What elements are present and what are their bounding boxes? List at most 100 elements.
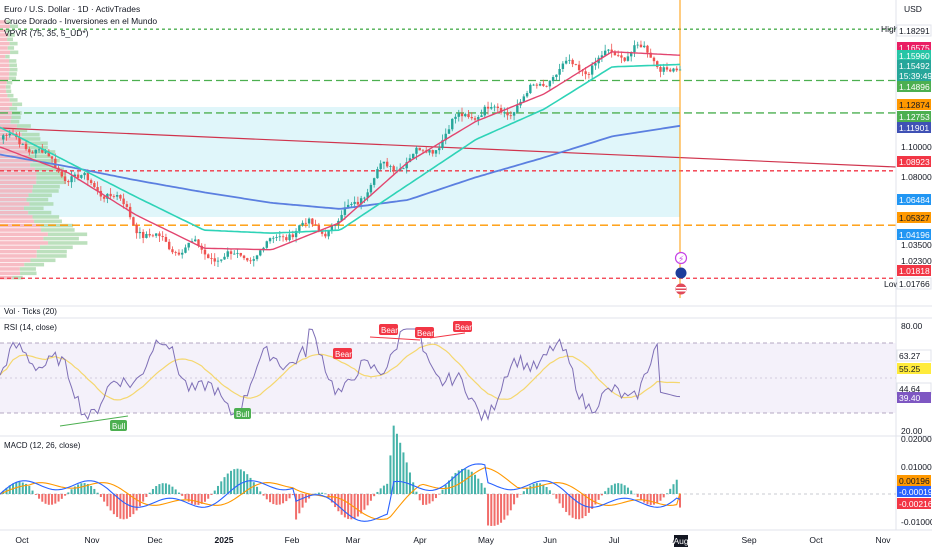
candle-body [229,251,233,254]
candle-body [265,241,268,248]
rsi-pane-title: RSI (14, close) [4,323,57,332]
candle-body [272,237,275,239]
macd-hist-bar [636,494,639,498]
macd-hist-bar [662,494,665,498]
candle-body [164,237,168,242]
candle-body [31,152,34,154]
macd-hist-bar [246,474,249,494]
candle-body [242,255,246,259]
macd-hist-bar [54,494,57,504]
macd-hist-bar [262,494,265,496]
volume-profile-bar-down [0,63,10,68]
macd-histogram [0,425,681,526]
candle-body [363,197,366,199]
indicator-label-golden-cross: Cruce Dorado - Inversiones en el Mundo [4,16,157,26]
macd-hist-bar [574,494,577,520]
macd-hist-bar [278,494,281,505]
time-axis[interactable]: Oct Nov Dec 2025 Feb Mar Apr May Jun Jul Aug Sep Oct… [15,535,891,547]
volume-profile-bar-down [0,223,41,228]
volume-profile-bar-down [0,54,6,59]
volume-profile-bar-up [9,67,18,72]
candle-body [47,151,51,157]
candle-body [63,176,67,181]
candle-body [67,180,70,183]
candle-body [506,112,509,116]
volume-profile-bar-down [0,189,33,193]
candle-body [50,156,54,159]
candle-body [330,225,334,231]
volume-profile-bar-up [22,137,41,141]
macd-hist-bar [135,494,138,511]
volume-profile-bar-up [7,93,14,98]
horizontal-levels [0,28,896,279]
macd-hist-bar [438,494,441,495]
macd-tags: 0.00196-0.00019 -0.00216 [897,475,932,509]
trend-line [0,127,897,168]
macd-hist-bar [526,488,529,494]
us-flag-icon[interactable] [675,283,687,295]
candle-body [343,207,347,215]
volume-profile-bar-down [0,50,11,55]
event-icons[interactable]: ⚡ [674,251,688,295]
lightning-event-icon[interactable] [674,251,688,265]
candle-body [21,143,24,145]
candle-body [106,193,109,199]
price-tag: 1.04196 [897,229,931,240]
macd-hist-bar [617,483,620,494]
candle-body [174,252,177,254]
rsi-tag: 63.27 [896,349,932,362]
macd-hist-bar [545,486,548,494]
candle-body [656,61,659,68]
volume-profile-bar-up [26,197,49,202]
price-tag: 1.12874 [897,99,931,110]
macd-hist-bar [197,494,200,505]
macd-hist-bar [122,494,125,520]
macd-hist-bar [301,494,304,508]
macd-hist-bar [558,494,561,504]
candle-body [83,172,86,176]
macd-hist-bar [168,484,171,494]
macd-hist-bar [561,494,564,508]
candle-body [405,162,408,169]
price-tag: 1.06484 [897,194,931,205]
candle-body [281,236,285,238]
volume-profile-bar-up [36,254,67,258]
candle-body [24,143,28,150]
macd-hist-bar [490,494,493,526]
volume-profile-bar-up [40,245,73,250]
volume-profile-bar-up [47,232,88,237]
candle-body [457,113,460,117]
macd-hist-bar [28,485,31,494]
eu-flag-icon[interactable] [675,267,687,279]
macd-hist-bar [236,468,239,494]
time-axis-label: Jul [609,535,620,545]
candle-body [304,222,308,224]
rsi-tick-80: 80.00 [901,321,923,331]
macd-hist-bar [327,494,330,498]
candle-body [239,252,242,256]
candle-body [389,166,392,167]
volume-profile-bar-up [34,219,62,224]
macd-hist-bar [402,452,405,494]
svg-text:1.04196: 1.04196 [899,230,930,240]
candle-body [548,80,552,87]
candle-body [490,107,493,109]
candle-body [486,106,490,109]
candle-body [509,115,513,117]
volume-profile-bar-down [0,206,24,211]
macd-hist-bar [200,494,203,504]
macd-hist-bar [467,469,470,494]
volume-profile-bar-down [0,245,41,250]
volume-profile-bar-down [0,158,33,163]
price-axis[interactable]: USD 1.10000 1.08000 1.03500 1.02300 80.0… [881,4,932,527]
candle-body [291,234,295,238]
ma-200-line [0,124,681,210]
macd-hist-bar [457,470,460,494]
volume-profile-bar-up [5,85,11,89]
macd-hist-bar [282,494,285,504]
volume-profile-bar-down [0,267,20,271]
svg-text:Bear: Bear [335,350,352,359]
macd-hist-bar [103,494,106,502]
volume-profile-bar-down [0,167,36,172]
